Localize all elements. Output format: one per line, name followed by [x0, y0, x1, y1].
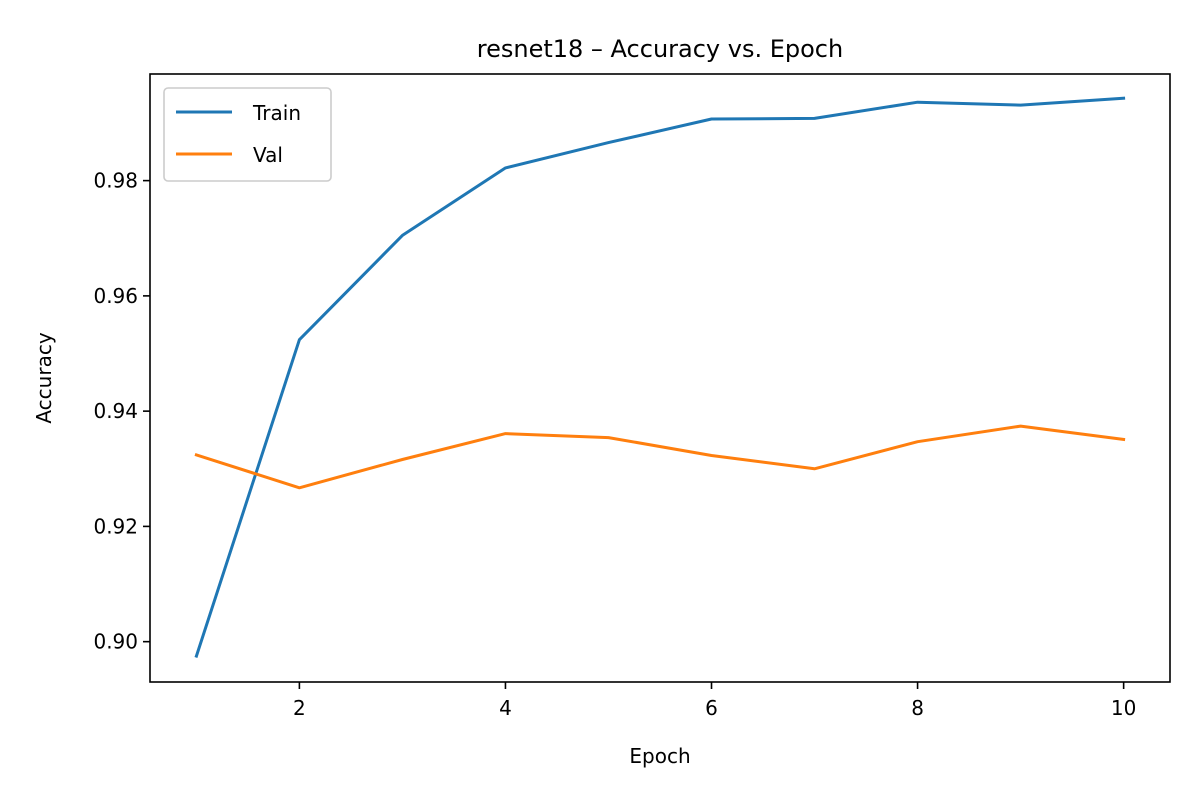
legend-label-val: Val [253, 143, 283, 167]
x-tick-label: 6 [705, 696, 718, 720]
legend: Train Val [163, 87, 332, 182]
y-tick-label: 0.96 [93, 284, 138, 308]
x-tick-label: 2 [293, 696, 306, 720]
legend-label-train: Train [252, 101, 301, 125]
y-tick-label: 0.92 [93, 514, 138, 538]
x-tick-label: 8 [911, 696, 924, 720]
x-tick-label: 10 [1111, 696, 1136, 720]
series-layer [194, 96, 1126, 658]
plot-frame [149, 73, 1171, 683]
y-tick-label: 0.94 [93, 399, 138, 423]
series-line-train [194, 96, 1126, 658]
x-axis-label: Epoch [629, 744, 690, 768]
y-axis-label: Accuracy [32, 332, 56, 423]
ticks-layer: 2 4 6 8 10 0.90 0.92 0.94 0.96 0.98 [93, 169, 1136, 720]
series-line-val [194, 424, 1126, 490]
legend-frame [163, 87, 332, 182]
x-tick-label: 4 [499, 696, 512, 720]
y-tick-label: 0.90 [93, 630, 138, 654]
chart-title: resnet18 – Accuracy vs. Epoch [477, 35, 843, 63]
y-tick-label: 0.98 [93, 169, 138, 193]
